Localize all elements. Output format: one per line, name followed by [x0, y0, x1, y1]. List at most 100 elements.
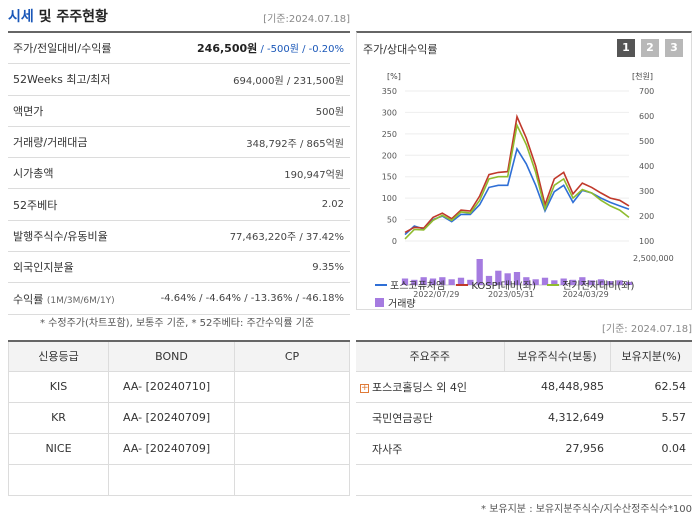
market-value: -4.64% / -4.64% / -13.36% / -46.18% — [160, 293, 344, 305]
volume-bar — [495, 270, 502, 285]
market-value: 246,500원 / -500원 / -0.20% — [197, 42, 344, 56]
market-value: 190,947억원 — [284, 169, 344, 181]
volume-bar — [457, 277, 465, 285]
left-tick-label: 150 — [382, 173, 397, 182]
volume-bar — [551, 280, 558, 285]
right-tick-label: 200 — [639, 212, 654, 221]
credit-cp — [234, 463, 350, 496]
holder-name: 국민연금공단 — [356, 402, 504, 434]
left-tick-label: 100 — [382, 194, 397, 203]
legend-item: 거래량 — [375, 295, 416, 310]
credit-cp — [234, 432, 350, 465]
volume-bar — [485, 275, 493, 285]
holders-header: 보유주식수(보통) — [504, 341, 611, 372]
shareholders-table: 주요주주 보유주식수(보통) 보유지분(%) + 포스코홀딩스 외 4인 48,4… — [356, 340, 692, 496]
holder-pct — [610, 464, 692, 496]
market-label: 거래량/거래대금 — [13, 136, 88, 150]
credit-bond: AA- [20240709] — [108, 432, 235, 465]
holder-shares: 4,312,649 — [504, 402, 610, 434]
market-label: 시가총액 — [13, 167, 54, 181]
market-label: 주가/전일대비/수익률 — [13, 42, 112, 56]
left-tick-label: 300 — [382, 108, 397, 117]
x-tick-label: 2022/07/29 — [413, 290, 459, 299]
series-line — [404, 113, 630, 234]
market-footnote: * 수정주가(차트포함), 보통주 기준, * 52주베타: 주간수익률 기준 — [40, 318, 315, 329]
volume-bar — [467, 279, 474, 285]
market-row-foreign: 외국인지분율 9.35% — [8, 252, 350, 284]
chart-svg: [%] [천원] 0 50 100 150 200 250 300 350 100 200 300 400… — [382, 71, 674, 299]
credit-cp — [234, 370, 350, 403]
chart-legend: 포스코퓨처엠 KOSPI대비(좌) 전기전자대비(좌) 거래량 — [375, 277, 642, 310]
left-tick-label: 250 — [382, 130, 397, 139]
chart-pager: 1 2 3 — [617, 39, 683, 57]
title-rest: 및 주주현황 — [33, 9, 108, 25]
legend-item: 전기전자대비(좌) — [547, 277, 634, 292]
market-label: 52주베타 — [13, 198, 58, 212]
volume-bar — [588, 280, 595, 285]
market-label: 액면가 — [13, 104, 44, 118]
holder-shares: 27,956 — [504, 433, 610, 465]
right-axis-unit: [천원] — [632, 71, 653, 81]
market-row-beta: 52주베타 2.02 — [8, 189, 350, 221]
market-row-return: 수익률 (1M/3M/6M/1Y) -4.64% / -4.64% / -13.… — [8, 283, 350, 315]
volume-bar — [607, 281, 614, 285]
credit-bond: AA- [20240709] — [108, 401, 235, 434]
table-row: 국민연금공단 4,312,649 5.57 — [356, 402, 692, 434]
holder-pct: 62.54 — [610, 371, 692, 403]
volume-axis-label: 2,500,000 — [633, 254, 674, 263]
title-highlight: 시세 — [8, 9, 34, 25]
market-value: 2.02 — [321, 199, 344, 211]
market-value: 9.35% — [312, 261, 344, 273]
volume-bar — [476, 259, 483, 285]
credit-agency: KIS — [8, 370, 109, 403]
series-line — [404, 122, 630, 240]
volume-bar — [616, 280, 623, 285]
holder-name[interactable]: + 포스코홀딩스 외 4인 — [356, 371, 504, 403]
right-tick-label: 400 — [639, 162, 654, 171]
volume-bar — [541, 277, 549, 285]
volume-bar — [597, 279, 605, 285]
market-value: 77,463,220주 / 37.42% — [229, 232, 344, 244]
table-row — [8, 463, 350, 496]
holder-shares: 48,448,985 — [504, 371, 610, 403]
chart-panel: 주가/상대수익률 1 2 3 [%] [천원] 0 50 100 150 200 250 300… — [356, 31, 692, 310]
credit-cp — [234, 401, 350, 434]
volume-bar — [513, 272, 521, 285]
market-label: 52Weeks 최고/최저 — [13, 73, 111, 87]
market-table: 주가/전일대비/수익률 246,500원 / -500원 / -0.20% 52… — [8, 31, 350, 315]
volume-bar — [579, 277, 586, 285]
expand-icon[interactable]: + — [360, 382, 369, 393]
volume-bar — [523, 277, 530, 285]
x-tick-label: 2023/05/31 — [488, 290, 534, 299]
table-row: + 포스코홀딩스 외 4인 48,448,985 62.54 — [356, 371, 692, 403]
market-row-par: 액면가 500원 — [8, 96, 350, 127]
volume-bar — [429, 278, 437, 285]
legend-item: 포스코퓨처엠 — [375, 277, 445, 292]
chart-page-3-button[interactable]: 3 — [665, 39, 683, 57]
table-row: NICE AA- [20240709] — [8, 432, 350, 465]
market-label: 발행주식수/유동비율 — [13, 229, 108, 243]
table-row: 자사주 27,956 0.04 — [356, 433, 692, 465]
table-row: KIS AA- [20240710] — [8, 370, 350, 403]
credit-agency — [8, 463, 109, 496]
table-row: KR AA- [20240709] — [8, 401, 350, 434]
volume-bar — [420, 277, 427, 285]
left-tick-label: 0 — [392, 237, 397, 246]
chart-page-2-button[interactable]: 2 — [641, 39, 659, 57]
chart-page-1-button[interactable]: 1 — [617, 39, 635, 57]
market-row-52w: 52Weeks 최고/최저 694,000원 / 231,500원 — [8, 64, 350, 96]
volume-bar — [411, 279, 418, 285]
holder-pct: 0.04 — [610, 433, 692, 465]
left-axis-unit: [%] — [387, 72, 401, 81]
credit-header: CP — [234, 340, 350, 372]
credit-agency: KR — [8, 401, 109, 434]
left-tick-label: 200 — [382, 151, 397, 160]
volume-bar — [439, 277, 446, 285]
credit-table: 신용등급 BOND CP KIS AA- [20240710] KR AA- [… — [8, 340, 350, 496]
right-tick-label: 600 — [639, 112, 654, 121]
market-row-mktcap: 시가총액 190,947억원 — [8, 158, 350, 190]
volume-bar — [560, 278, 567, 285]
reference-date: [기준:2024.07.18] — [263, 14, 350, 25]
market-row-shares: 발행주식수/유동비율 77,463,220주 / 37.42% — [8, 221, 350, 253]
market-value: 694,000원 / 231,500원 — [233, 75, 344, 87]
